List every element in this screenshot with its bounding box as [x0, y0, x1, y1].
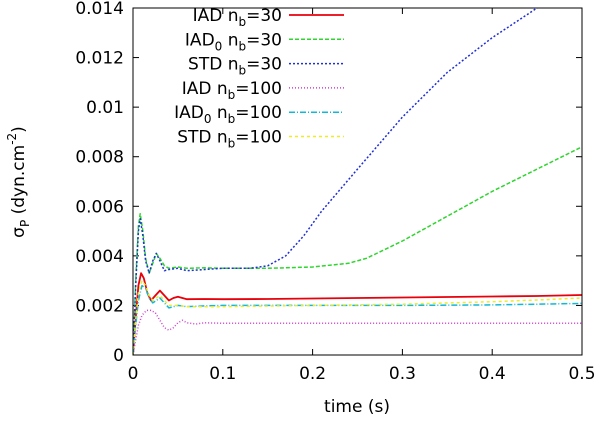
- y-tick-label: 0.012: [75, 49, 124, 69]
- series-lines: [133, 8, 582, 355]
- legend-label-1: IAD nb=30: [193, 6, 282, 29]
- series-line-4: [133, 309, 582, 355]
- y-axis-title: σP (dyn.cm-2): [5, 126, 32, 238]
- y-tick-label: 0.014: [75, 0, 124, 19]
- legend-label-5: IAD0 nb=100: [174, 103, 282, 126]
- series-line-3: [133, 8, 538, 355]
- legend-label-6: STD nb=100: [177, 128, 282, 151]
- tick-labels: 0 0.1 0.2 0.3 0.4 0.5 0 0.002 0.004 0.006 0.008 0.0…: [75, 0, 595, 384]
- x-tick-label: 0.2: [299, 364, 326, 384]
- series-line-5: [133, 284, 582, 355]
- x-tick-label: 0.5: [568, 364, 595, 384]
- y-tick-label: 0.004: [75, 247, 124, 267]
- x-axis-title: time (s): [324, 397, 390, 417]
- series-line-6: [133, 279, 582, 355]
- x-tick-label: 0.4: [479, 364, 506, 384]
- plot-frame: [132, 7, 583, 356]
- legend-label-4: IAD nb=100: [182, 79, 282, 102]
- legend-label-2: IAD0 nb=30: [185, 30, 282, 53]
- x-tick-label: 0.3: [389, 364, 416, 384]
- y-tick-label: 0.008: [75, 148, 124, 168]
- y-tick-label: 0.002: [75, 296, 124, 316]
- y-tick-label: 0.006: [75, 197, 124, 217]
- series-line-2: [133, 146, 582, 355]
- x-tick-label: 0: [128, 364, 139, 384]
- y-tick-label: 0: [113, 346, 124, 366]
- legend-label-3: STD nb=30: [188, 55, 282, 78]
- series-line-1: [133, 272, 582, 355]
- x-tick-label: 0.1: [209, 364, 236, 384]
- y-tick-label: 0.01: [86, 98, 124, 118]
